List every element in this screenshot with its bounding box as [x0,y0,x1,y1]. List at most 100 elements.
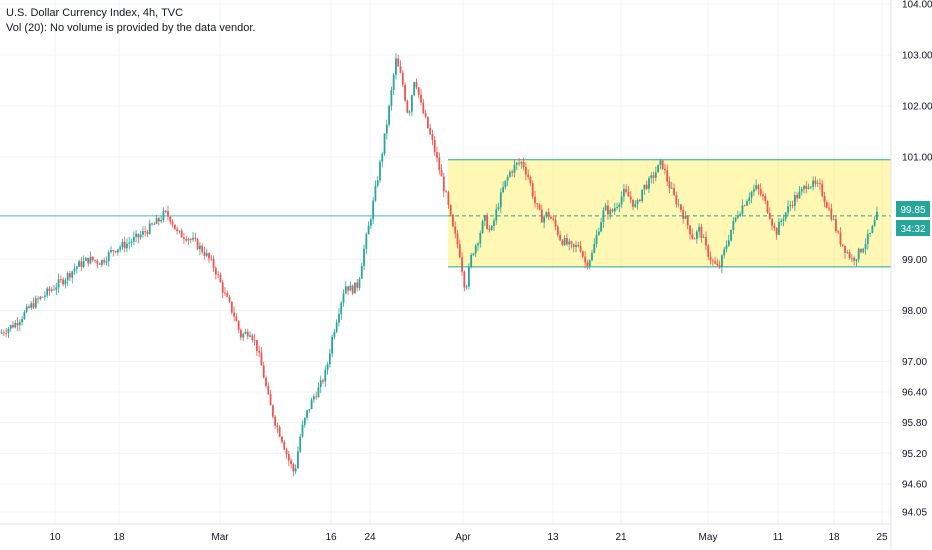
candle-body [789,205,792,207]
candle-body [80,261,83,267]
candle-body [613,207,616,212]
candle-body [221,282,224,293]
candle-body [139,234,142,238]
candle-body [203,252,206,256]
candle-body [372,200,375,220]
candle-body [572,243,575,247]
candle-body [75,266,78,269]
candle-body [189,239,192,240]
candle-body [864,244,867,249]
candle-body [438,157,441,171]
price-tick-label: 94.05 [902,508,927,519]
price-tick-label: 102.00 [902,102,932,113]
candle-body [618,204,621,207]
candle-body [752,189,755,192]
candle-body [445,191,447,193]
candle-body [452,214,454,227]
candle-body [536,203,539,205]
candle-body [367,225,370,235]
candle-body [848,252,851,259]
candle-body [803,185,805,189]
candle-body [743,205,746,207]
candle-body [636,200,639,205]
candle-body [395,58,397,75]
candle-body [363,248,365,267]
candle-body [814,180,817,184]
candle-body [5,333,8,334]
candle-body [192,237,194,240]
candle-body [324,369,327,382]
candle-body [652,175,655,178]
candle-body [48,288,51,291]
candle-body [547,212,550,217]
candle-body [212,258,215,269]
candle-body [251,335,254,340]
candle-body [668,181,671,189]
candle-body [627,192,630,197]
candle-body [488,228,491,230]
date-tick-label: 11 [773,532,784,543]
candle-body [566,238,568,245]
candle-body [196,239,199,250]
candle-body [775,227,778,235]
candle-body [224,292,226,294]
candle-body [57,279,60,288]
candle-body [100,260,103,265]
candle-body [513,164,516,173]
candle-body [538,204,541,210]
candle-body [290,460,292,465]
date-tick-label: 10 [49,532,61,543]
candle-body [351,285,354,294]
price-tick-label: 104.00 [902,0,932,11]
price-tick-label: 95.80 [902,418,927,429]
candle-body [584,256,587,263]
candle-body [707,245,710,257]
candle-body [798,191,801,199]
candle-body [860,248,862,253]
candle-body [422,102,425,114]
candle-body [659,160,662,165]
candle-body [155,218,158,224]
candle-body [465,286,468,288]
candle-body [673,187,675,196]
candle-body [89,256,92,264]
price-tick-label: 101.00 [902,153,932,164]
candle-body [392,74,395,90]
candle-body [183,237,185,239]
candle-body [650,175,653,179]
candle-body [349,285,352,291]
price-axis[interactable]: 104.00 103.00 102.00 101.00 99.00 98.00 97.00 9… [902,0,932,519]
candle-body [429,128,432,135]
candle-body [648,178,650,189]
time-axis[interactable]: 10 18 Mar 16 24 Apr 13 21 May 11 18 25 [49,532,888,543]
candle-body [342,293,345,303]
candle-body [595,234,598,244]
date-tick-label: 13 [547,532,559,543]
candle-body [502,187,504,193]
candle-body [515,162,518,165]
candle-body [739,213,742,216]
countdown-tag-text: 34:32 [900,224,925,235]
candle-body [30,303,33,308]
candle-body [449,204,452,215]
candle-body [857,248,860,260]
candle-body [727,240,730,246]
candle-body [686,215,689,226]
candle-body [233,312,235,317]
candle-body [297,451,299,469]
candle-body [700,226,703,238]
candle-body [7,328,10,334]
candle-body [682,209,685,219]
candle-body [853,257,856,261]
candle-body [552,218,555,220]
candle-body [625,189,628,193]
candle-body [780,220,783,222]
candle-body [354,282,356,294]
candle-body [28,306,30,308]
candle-body [470,254,473,267]
candle-body [146,232,149,234]
candle-body [479,233,482,244]
candle-body [629,196,632,200]
candle-body [210,258,213,260]
